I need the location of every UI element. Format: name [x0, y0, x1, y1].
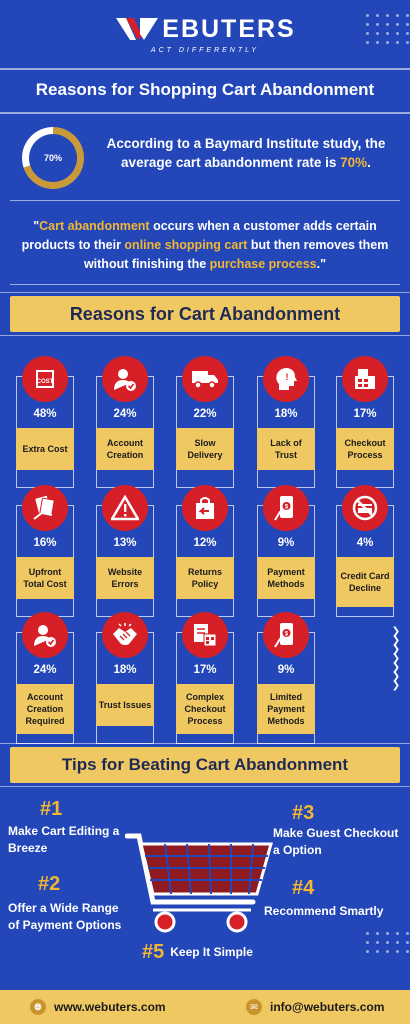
reason-percentage: 24%: [33, 664, 57, 676]
reason-percentage: 18%: [113, 664, 137, 676]
globe-icon: 🌐︎: [30, 999, 46, 1015]
reason-percentage: 13%: [113, 537, 137, 549]
user-check-icon: [22, 612, 68, 658]
definition-quote: "Cart abandonment occurs when a customer…: [14, 217, 396, 274]
ring-label: 70%: [29, 134, 77, 182]
reason-label: Checkout Process: [336, 428, 394, 470]
reason-percentage: 16%: [33, 537, 57, 549]
tip-4-text: Recommend Smartly: [264, 904, 384, 918]
brand-tagline: ACT DIFFERENTLY: [150, 47, 260, 54]
reason-percentage: 17%: [353, 408, 377, 420]
divider: [10, 200, 400, 201]
quote-highlight: Cart abandonment: [39, 219, 150, 233]
truck-icon: [182, 356, 228, 402]
reason-label: Account Creation: [96, 428, 154, 470]
stat-highlight: 70%: [340, 155, 368, 170]
reason-percentage: 9%: [277, 537, 295, 549]
tip-number: #1: [40, 798, 63, 820]
tip-number: #3: [292, 802, 315, 824]
quote-highlight: purchase process: [209, 257, 317, 271]
divider: [0, 68, 410, 70]
svg-text:COST: COST: [37, 379, 54, 385]
email-link[interactable]: info@webuters.com: [270, 1000, 385, 1014]
tip-2-number: #2: [38, 873, 60, 896]
reason-label: Returns Policy: [176, 557, 234, 599]
money-hand-icon: [22, 485, 68, 531]
reason-label: Credit Card Decline: [336, 557, 394, 607]
quote-text: ": [33, 219, 40, 233]
brand-name: EBUTERS: [162, 14, 296, 43]
svg-text:$: $: [285, 505, 289, 511]
dot-pattern-bottom: [366, 932, 410, 953]
reason-label: Extra Cost: [16, 428, 74, 470]
reason-label: Slow Delivery: [176, 428, 234, 470]
stat-text: According to a Baymard Institute study, …: [96, 134, 396, 172]
reason-percentage: 18%: [274, 408, 298, 420]
website-link[interactable]: www.webuters.com: [54, 1000, 166, 1014]
reason-label: Complex Checkout Process: [176, 684, 234, 734]
reason-label: Lack of Trust: [257, 428, 315, 470]
reason-percentage: 22%: [193, 408, 217, 420]
footer: 🌐︎ www.webuters.com ✉ info@webuters.com: [0, 990, 410, 1024]
reason-percentage: 4%: [356, 537, 374, 549]
complex-checkout-icon: [182, 612, 228, 658]
tip-5-text: Keep It Simple: [170, 945, 253, 959]
mobile-payment-icon: $: [263, 612, 309, 658]
page-title: Reasons for Shopping Cart Abandonment: [35, 80, 375, 99]
quote-text: .": [316, 257, 327, 271]
quote-text: occurs when a customer adds certain prod…: [21, 219, 377, 252]
tip-3-text: Make Guest Checkout a Option: [273, 826, 399, 857]
reason-label: Payment Methods: [257, 557, 315, 599]
tip-4-number: #4: [292, 877, 314, 900]
divider: [0, 112, 410, 114]
user-check-icon: [102, 356, 148, 402]
stat-text-body: According to a Baymard Institute study, …: [106, 136, 386, 170]
reason-percentage: 24%: [113, 408, 137, 420]
tip-number: #4: [292, 877, 315, 899]
mobile-payment-icon: $: [263, 485, 309, 531]
footer-website[interactable]: 🌐︎ www.webuters.com: [30, 999, 166, 1015]
dot-pattern-top: [366, 14, 410, 44]
reason-label: Upfront Total Cost: [16, 557, 74, 599]
tip-1-text: Make Cart Editing a Breeze: [8, 824, 120, 855]
reason-label: Trust Issues: [96, 684, 154, 726]
quote-highlight: online shopping cart: [124, 238, 248, 252]
tip-3-number: #3: [292, 802, 314, 825]
brand-logo: EBUTERS ACT DIFFERENTLY: [0, 14, 410, 54]
reason-percentage: 12%: [193, 537, 217, 549]
quote-text: but then removes them without finishing …: [83, 238, 389, 271]
tip-5: #5 Keep It Simple: [142, 941, 253, 964]
scroll-down-chevrons-icon: ❯ ❯ ❯ ❯ ❯ ❯ ❯: [391, 626, 401, 691]
tip-number: #5: [142, 941, 165, 963]
reason-percentage: 9%: [277, 664, 295, 676]
tip-1-number: #1: [40, 798, 62, 821]
svg-text:$: $: [285, 632, 289, 638]
abandonment-rate-ring: 70%: [22, 127, 84, 189]
svg-text:!: !: [286, 372, 289, 382]
tips-banner-frame: [0, 743, 410, 787]
reason-label: Account Creation Required: [16, 684, 74, 734]
tip-number: #2: [38, 873, 61, 895]
reason-percentage: 17%: [193, 664, 217, 676]
reason-percentage: 48%: [33, 408, 57, 420]
reasons-banner-frame: [0, 292, 410, 336]
shopping-cart-icon: [125, 833, 273, 933]
stat-text-end: .: [367, 155, 371, 170]
tips-heading: Tips for Beating Cart Abandonment: [10, 747, 400, 783]
return-bag-icon: [182, 485, 228, 531]
warning-icon: [102, 485, 148, 531]
checkout-icon: [342, 356, 388, 402]
mail-icon: ✉: [246, 999, 262, 1015]
reasons-heading: Reasons for Cart Abandonment: [10, 296, 400, 332]
head-alert-icon: !: [263, 356, 309, 402]
price-tag-icon: COST: [22, 356, 68, 402]
reason-label: Limited Payment Methods: [257, 684, 315, 734]
handshake-icon: [102, 612, 148, 658]
reason-label: Website Errors: [96, 557, 154, 599]
divider: [10, 284, 400, 285]
footer-email[interactable]: ✉ info@webuters.com: [246, 999, 384, 1015]
logo-mark-icon: [116, 18, 159, 40]
card-declined-icon: [342, 485, 388, 531]
tip-2-text: Offer a Wide Range of Payment Options: [8, 901, 122, 932]
